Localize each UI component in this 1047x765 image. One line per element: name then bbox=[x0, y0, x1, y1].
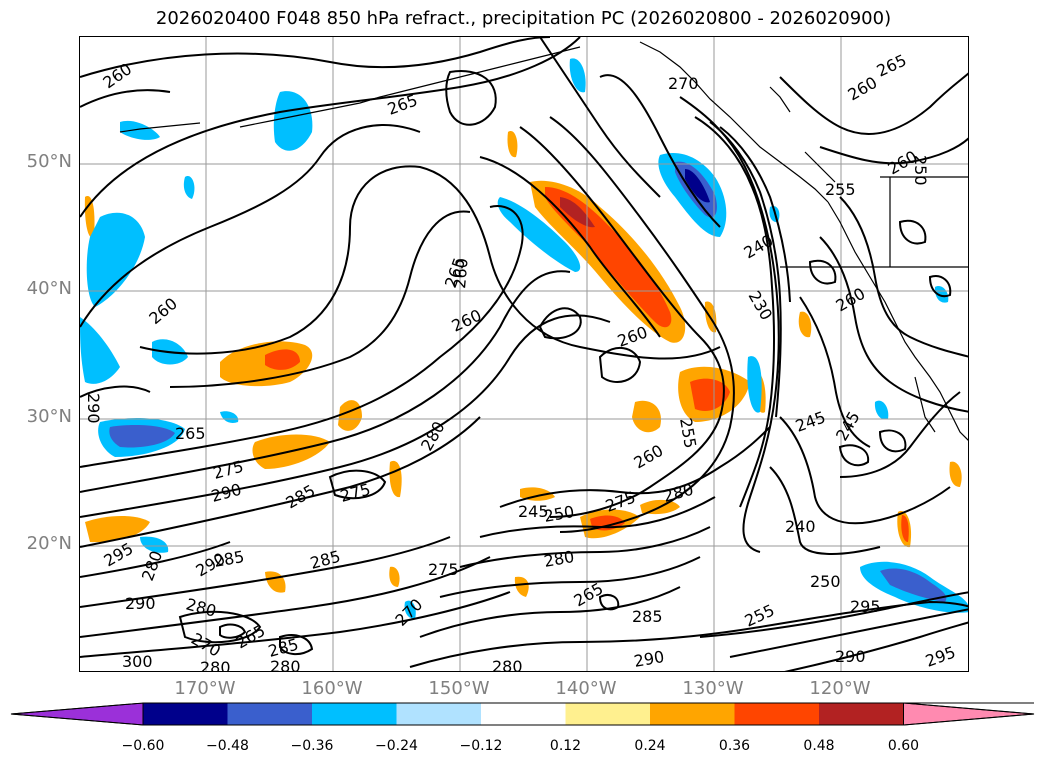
contour-label: 290 bbox=[125, 594, 156, 613]
contour-label: 270 bbox=[668, 74, 699, 93]
lon-label-160w: 160°W bbox=[301, 678, 363, 699]
contour-label: 250 bbox=[911, 155, 930, 186]
colorbar-segment bbox=[396, 703, 482, 725]
contour-label: 265 bbox=[175, 424, 206, 443]
colorbar-tick-label: −0.12 bbox=[459, 738, 503, 754]
contour-label: 245 bbox=[518, 502, 549, 521]
colorbar-tick-label: 0.12 bbox=[549, 738, 582, 754]
contour-label: 290 bbox=[835, 647, 866, 666]
colorbar-segment bbox=[819, 703, 904, 725]
colorbar-tick-label: −0.60 bbox=[121, 738, 165, 754]
map-title: 2026020400 F048 850 hPa refract., precip… bbox=[155, 8, 892, 29]
contour-label: 240 bbox=[785, 517, 816, 536]
colorbar-tick-label: 0.36 bbox=[718, 738, 751, 754]
contour-label: 290 bbox=[84, 393, 103, 424]
colorbar-tick-label: 0.48 bbox=[803, 738, 835, 754]
colorbar-segment bbox=[143, 703, 228, 725]
contour-label: 280 bbox=[270, 657, 301, 672]
refractivity-contours bbox=[80, 37, 968, 671]
colorbar-segment bbox=[565, 703, 651, 725]
contour-label: 280 bbox=[492, 657, 523, 672]
colorbar-segments bbox=[10, 702, 1035, 726]
contour-label: 300 bbox=[122, 652, 153, 671]
contour-label: 250 bbox=[810, 572, 841, 591]
colorbar-tick-label: −0.36 bbox=[290, 738, 334, 754]
contour-label: 285 bbox=[632, 607, 663, 626]
colorbar-segment bbox=[481, 703, 566, 725]
map-panel[interactable]: 260 265 270 260 265 250 260 255 260 240 … bbox=[79, 36, 969, 672]
lat-label-40n: 40°N bbox=[26, 278, 72, 299]
lon-label-140w: 140°W bbox=[555, 678, 617, 699]
lat-label-20n: 20°N bbox=[26, 533, 72, 554]
colorbar-tick-label: −0.48 bbox=[206, 738, 249, 754]
lon-label-170w: 170°W bbox=[174, 678, 236, 699]
colorbar-tick-label: −0.24 bbox=[375, 738, 418, 754]
contour-label: 255 bbox=[825, 180, 856, 199]
contour-label: 295 bbox=[850, 597, 881, 616]
colorbar-tick-label: 0.24 bbox=[634, 738, 666, 754]
colorbar-extend-high bbox=[903, 702, 1035, 726]
contour-label: 280 bbox=[200, 658, 231, 672]
colorbar-segment bbox=[227, 703, 313, 725]
colorbar-segment bbox=[312, 703, 397, 725]
coastlines bbox=[119, 41, 968, 441]
contour-label: 275 bbox=[428, 560, 459, 579]
contour-label: 260 bbox=[450, 257, 472, 289]
lon-label-130w: 130°W bbox=[682, 678, 744, 699]
colorbar-tick-label: 0.60 bbox=[887, 738, 920, 754]
lat-label-30n: 30°N bbox=[26, 406, 72, 427]
lon-label-150w: 150°W bbox=[428, 678, 490, 699]
lon-label-120w: 120°W bbox=[809, 678, 871, 699]
colorbar-extend-low bbox=[10, 702, 144, 726]
colorbar-segment bbox=[734, 703, 820, 725]
colorbar-segment bbox=[650, 703, 735, 725]
lat-label-50n: 50°N bbox=[26, 151, 72, 172]
map-canvas: 260 265 270 260 265 250 260 255 260 240 … bbox=[80, 37, 968, 672]
